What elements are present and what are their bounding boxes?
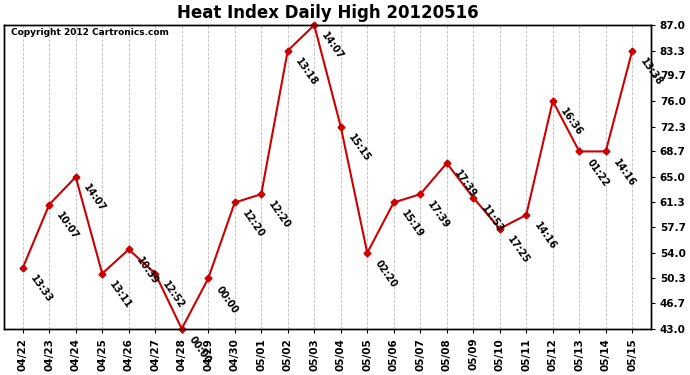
Text: 10:39: 10:39 [135, 255, 160, 286]
Text: 13:38: 13:38 [638, 56, 664, 87]
Text: 17:39: 17:39 [453, 169, 478, 200]
Text: 15:15: 15:15 [346, 132, 373, 163]
Text: 16:36: 16:36 [558, 106, 584, 138]
Text: 00:00: 00:00 [214, 284, 239, 315]
Title: Heat Index Daily High 20120516: Heat Index Daily High 20120516 [177, 4, 478, 22]
Text: 13:11: 13:11 [108, 279, 134, 310]
Text: 14:07: 14:07 [81, 183, 107, 214]
Text: 12:20: 12:20 [267, 200, 293, 231]
Text: 13:33: 13:33 [28, 274, 55, 305]
Text: 10:07: 10:07 [55, 210, 81, 241]
Text: 14:07: 14:07 [319, 31, 346, 62]
Text: 12:20: 12:20 [240, 208, 266, 239]
Text: 14:16: 14:16 [611, 157, 638, 188]
Text: 17:39: 17:39 [426, 200, 452, 231]
Text: 11:53: 11:53 [479, 203, 505, 234]
Text: 15:19: 15:19 [400, 208, 425, 239]
Text: 17:25: 17:25 [505, 234, 531, 266]
Text: 02:20: 02:20 [373, 258, 399, 290]
Text: 01:22: 01:22 [585, 157, 611, 188]
Text: 00:00: 00:00 [187, 334, 213, 366]
Text: Copyright 2012 Cartronics.com: Copyright 2012 Cartronics.com [10, 28, 168, 37]
Text: 14:16: 14:16 [532, 220, 558, 252]
Text: 12:52: 12:52 [161, 279, 187, 310]
Text: 13:18: 13:18 [293, 56, 319, 87]
